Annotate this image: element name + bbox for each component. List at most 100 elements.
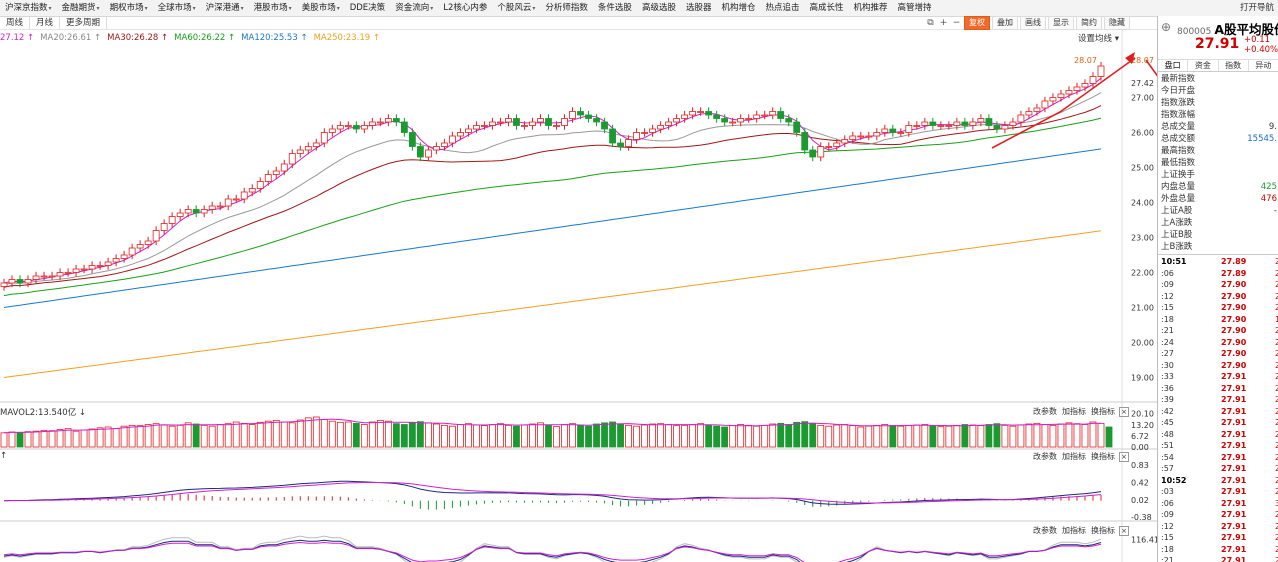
volume-bar [721,426,729,448]
menu-item-11[interactable]: 分析师指数 [545,3,588,13]
y-tick-label: 0.00 [1131,443,1149,452]
overlay-button[interactable]: 叠加 [992,15,1018,30]
chevron-down-icon: ▾ [288,4,292,12]
quote-tab-3[interactable]: 异动 [1249,60,1278,71]
menu-item-8[interactable]: 资金流向▾ [395,2,434,13]
copy-icon[interactable]: ⧉ [927,17,934,28]
display-button[interactable]: 显示 [1048,15,1074,30]
volume-bar [192,423,200,448]
sub-panel-button[interactable]: 换指标 [1091,526,1115,535]
quote-tab-0[interactable]: 盘口 [1158,60,1189,71]
sub-panel-button[interactable]: 加指标 [1062,452,1086,461]
sub-panel-button[interactable]: 换指标 [1091,407,1115,416]
candle-body [24,279,32,284]
menu-item-4[interactable]: 沪深港通▾ [205,2,244,13]
y-tick-label: 27.00 [1131,94,1154,103]
candle-body [641,132,648,134]
candle-body [440,142,448,147]
quote-tab-1[interactable]: 资金 [1188,60,1219,71]
menu-item-5[interactable]: 港股市场▾ [253,2,292,13]
volume-bar [40,429,48,448]
volume-bar [328,420,336,448]
quote-row-value: - [1273,206,1277,216]
zoom-in-icon[interactable]: + [939,17,948,28]
volume-bar [1041,424,1049,448]
menu-item-14[interactable]: 选股器 [685,3,712,13]
volume-bar [1001,424,1009,448]
fuquan-button[interactable]: 复权 [964,15,990,30]
menu-item-3[interactable]: 全球市场▾ [157,2,196,13]
y-tick-label: 6.72 [1131,432,1149,441]
close-icon[interactable]: × [1119,526,1129,536]
tick-row: :12 27.91 2 [1161,521,1278,533]
menu-item-15[interactable]: 机构增仓 [721,3,756,13]
sub-panel-button[interactable]: 加指标 [1062,526,1086,535]
candle-body [649,128,656,133]
open-nav-link[interactable]: 打开导航 [1235,0,1278,16]
brief-button[interactable]: 简约 [1076,15,1102,30]
menu-item-16[interactable]: 热点追击 [765,3,800,13]
zoom-out-icon[interactable]: − [952,17,961,28]
period-tab-0[interactable]: 周线 [0,16,31,29]
menu-item-18[interactable]: 机构推荐 [853,3,888,13]
volume-bar [833,424,841,448]
close-icon[interactable]: × [1119,452,1129,462]
draw-line-button[interactable]: 画线 [1020,15,1046,30]
volume-bar [1065,422,1073,448]
tick-price: 27.91 [1221,487,1247,496]
menu-item-13[interactable]: 高级选股 [641,3,676,13]
volume-bar [1009,425,1017,448]
candle-body [689,111,697,116]
sub-panel-button[interactable]: 改参数 [1033,452,1057,461]
tick-volume: 2 [1275,406,1278,418]
close-icon[interactable]: × [1119,407,1129,417]
candle-body [1065,90,1073,95]
ma-line-ma60 [3,117,1102,297]
tick-row: :54 27.91 2 [1161,452,1278,464]
candle-body [1081,83,1089,88]
menu-item-7[interactable]: DDE决策 [349,3,386,13]
period-tab-1[interactable]: 月线 [30,16,61,29]
menu-item-0[interactable]: 沪深京指数▾ [5,2,52,13]
tick-row: :57 27.91 2 [1161,463,1278,475]
candle-body [521,125,528,127]
sub-panel-button[interactable]: 加指标 [1062,407,1086,416]
menu-item-1[interactable]: 金融期货▾ [61,2,100,13]
candle-body [897,132,905,134]
period-tab-2[interactable]: 更多周期 [60,16,108,29]
tick-time: :42 [1161,406,1174,416]
menu-item-19[interactable]: 高管增持 [897,3,932,13]
menu-item-2[interactable]: 期权市场▾ [109,2,148,13]
menu-item-6[interactable]: 美股市场▾ [301,2,340,13]
candle-body [40,275,48,278]
volume-bar [633,425,640,448]
tick-row: :48 27.91 2 [1161,429,1278,441]
sub-panel-button[interactable]: 改参数 [1033,526,1057,535]
ma-legend-item: 27.12 ↑ [0,33,35,43]
ma-legend-item: MA20:26.61 ↑ [40,33,102,43]
tick-volume: 2 [1275,475,1278,487]
candle-body [577,111,584,116]
ma-settings-button[interactable]: 设置均线 ▾ [1078,34,1119,44]
sub-panel-button[interactable]: 换指标 [1091,452,1115,461]
volume-bar [705,424,713,448]
hide-button[interactable]: 隐藏 [1104,15,1130,30]
chevron-down-icon: ▾ [96,4,100,12]
volume-bar [769,423,777,448]
menu-item-9[interactable]: L2核心内参 [443,3,488,13]
volume-bar [449,425,456,448]
menu-item-12[interactable]: 条件选股 [597,3,632,13]
sub-panel-button[interactable]: 改参数 [1033,407,1057,416]
tick-price: 27.90 [1221,337,1247,347]
candle-body [296,149,304,154]
menu-item-17[interactable]: 高成长性 [809,3,844,13]
candle-body [929,121,937,126]
add-watch-icon[interactable]: ⊕ [1161,20,1172,34]
quote-tab-2[interactable]: 指数 [1219,60,1249,71]
top-menu-bar: 沪深京指数▾ 金融期货▾ 期权市场▾ 全球市场▾ 沪深港通▾ 港股市场▾ 美股市场▾ DDE决… [0,0,1278,17]
kline-chart[interactable]: 19.00 20.00 21.00 22.00 23.00 24.00 25.00 26.00… [0,0,1157,562]
menu-item-10[interactable]: 个股风云▾ [497,2,536,13]
candle-body [473,125,480,130]
tick-time: :54 [1161,452,1174,462]
tick-row: :09 27.90 2 [1161,279,1278,291]
